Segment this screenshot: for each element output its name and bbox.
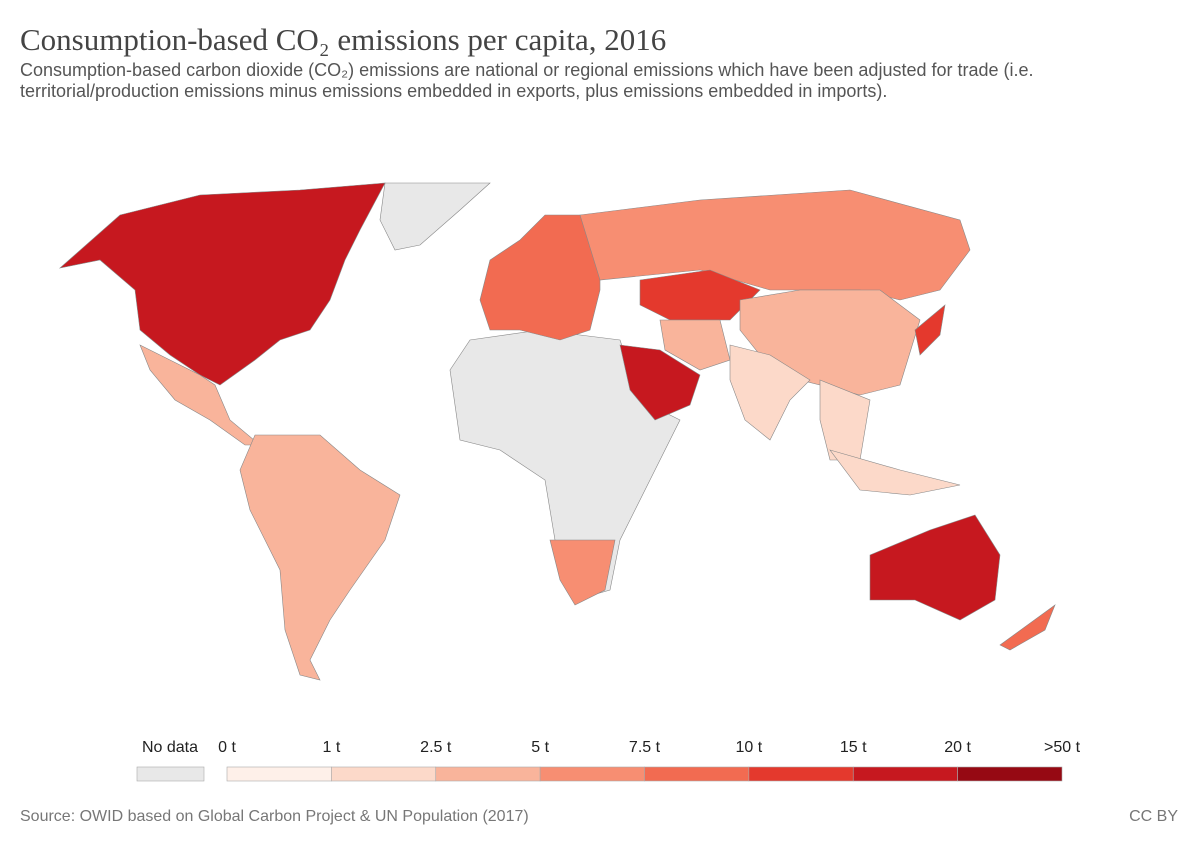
legend-label: >50 t	[1044, 739, 1081, 756]
legend-bin	[852, 766, 958, 782]
india	[729, 344, 811, 441]
world-map	[58, 182, 1056, 681]
europe	[479, 214, 601, 341]
indonesia	[829, 449, 961, 496]
legend-label: 7.5 t	[629, 739, 661, 756]
legend-bin	[435, 766, 541, 782]
subtitle: Consumption-based carbon dioxide (CO₂) e…	[20, 60, 1034, 101]
no-data-swatch	[136, 766, 205, 782]
legend-bin	[226, 766, 332, 782]
source: Source: OWID based on Global Carbon Proj…	[20, 808, 529, 825]
legend-label: 10 t	[736, 739, 763, 756]
legend-bin	[748, 766, 854, 782]
no-data-label: No data	[142, 739, 198, 756]
legend-label: 5 t	[531, 739, 549, 756]
south-america	[239, 434, 401, 681]
license: CC BY	[1129, 808, 1178, 825]
subtitle-box: Consumption-based carbon dioxide (CO₂) e…	[20, 60, 1034, 101]
legend-label: 20 t	[944, 739, 971, 756]
southern-africa	[549, 539, 616, 606]
legend-bin	[644, 766, 750, 782]
australia	[869, 514, 1001, 621]
kazakhstan	[639, 269, 761, 321]
greenland	[379, 182, 491, 251]
iran	[659, 319, 731, 371]
legend-bin	[957, 766, 1063, 782]
legend-label: 2.5 t	[420, 739, 452, 756]
title: Consumption-based CO₂ emissions per capi…	[20, 22, 666, 57]
japan	[914, 304, 946, 356]
new-zealand	[999, 604, 1056, 651]
arabia	[619, 344, 701, 421]
legend-bin	[539, 766, 645, 782]
legend-label: 15 t	[840, 739, 867, 756]
legend-bin	[331, 766, 437, 782]
legend-label: 0 t	[218, 739, 236, 756]
legend-label: 1 t	[322, 739, 340, 756]
russia	[579, 189, 971, 301]
north-america	[58, 182, 386, 386]
legend: No data 0 t 1 t 2.5 t 5 t 7.5 t 10 t 15 t 20 t >5…	[136, 739, 1081, 782]
